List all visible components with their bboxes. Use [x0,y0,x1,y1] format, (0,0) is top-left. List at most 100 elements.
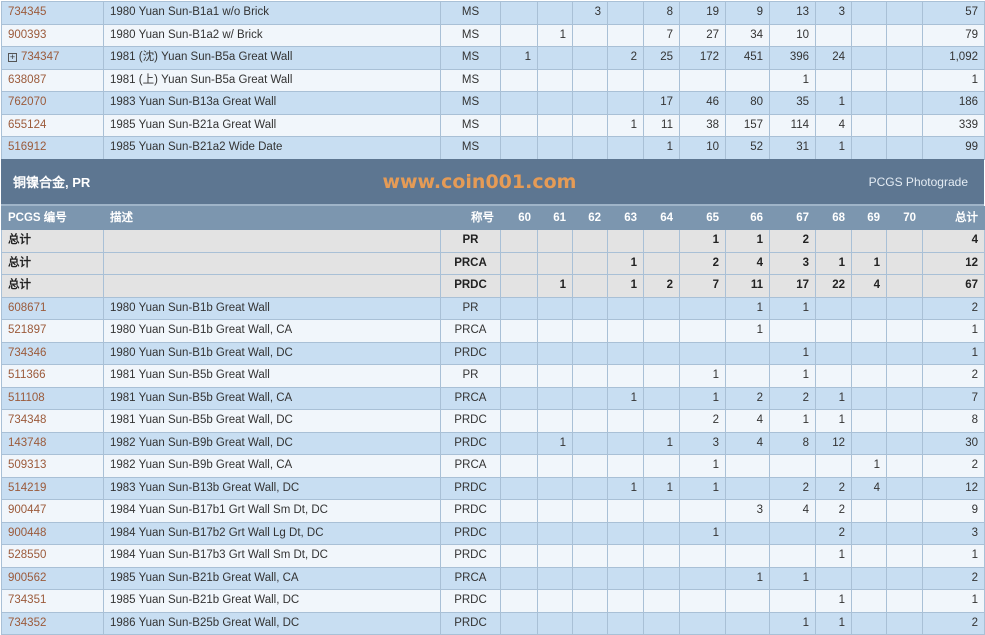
header-grade-70[interactable]: 70 [886,206,923,230]
pcgs-number-link[interactable]: 734352 [1,611,104,635]
row-total: 12 [922,476,985,500]
pcgs-number[interactable]: 521897 [8,324,47,337]
pcgs-number[interactable]: 509313 [8,459,47,472]
count-68 [815,23,852,47]
pcgs-photograde-link[interactable]: PCGS Photograde [868,174,968,189]
count-65 [679,499,726,523]
count-65 [679,319,726,343]
count-68 [815,319,852,343]
pcgs-number-link[interactable]: 734345 [1,1,104,25]
pcgs-number[interactable]: 734351 [8,594,47,607]
pcgs-number[interactable]: 900447 [8,504,47,517]
row-total: 2 [922,454,985,478]
count-69 [851,409,887,433]
count-66 [725,544,770,568]
pcgs-number-link[interactable]: 655124 [1,113,104,137]
pcgs-number[interactable]: 734346 [8,346,47,359]
pcgs-number[interactable]: 762070 [8,96,47,109]
pcgs-number-link[interactable]: +734347 [1,46,104,70]
pcgs-number-link[interactable]: 143748 [1,431,104,455]
description: 1981 Yuan Sun-B5b Great Wall, DC [103,409,441,433]
pcgs-number-link[interactable]: 900393 [1,23,104,47]
pcgs-number-link[interactable]: 734348 [1,409,104,433]
count-64: 2 [643,274,680,298]
count-64: 1 [643,476,680,500]
table-row: 509313 1982 Yuan Sun-B9b Great Wall, CA PR… [1,454,985,478]
header-grade-64[interactable]: 64 [643,206,680,230]
pcgs-number-link[interactable]: 528550 [1,544,104,568]
expand-icon[interactable]: + [8,51,17,62]
description: 1982 Yuan Sun-B9b Great Wall, CA [103,454,441,478]
header-grade-60[interactable]: 60 [500,206,538,230]
pcgs-number-link[interactable]: 514219 [1,476,104,500]
pcgs-number-link[interactable]: 509313 [1,454,104,478]
pcgs-number-link[interactable]: 521897 [1,319,104,343]
pcgs-number[interactable]: 514219 [8,481,47,494]
count-62 [572,364,608,388]
pcgs-number-link[interactable]: 608671 [1,296,104,320]
count-67: 2 [769,229,816,253]
count-66: 4 [725,431,770,455]
pcgs-number[interactable]: 638087 [8,73,47,86]
count-61 [537,46,573,70]
header-grade-66[interactable]: 66 [725,206,770,230]
count-64: 25 [643,46,680,70]
row-total: 8 [922,409,985,433]
pcgs-number[interactable]: 511108 [8,391,45,404]
table-row: 511108 1981 Yuan Sun-B5b Great Wall, CA PR… [1,386,985,410]
pcgs-number[interactable]: 143748 [8,436,47,449]
header-total[interactable]: 总计 [922,206,985,230]
header-grade-61[interactable]: 61 [537,206,573,230]
count-65: 19 [679,1,726,25]
count-67: 3 [769,251,816,275]
pcgs-number-link[interactable]: 762070 [1,91,104,115]
header-grade-65[interactable]: 65 [679,206,726,230]
count-70 [886,566,923,590]
header-grade-68[interactable]: 68 [815,206,852,230]
pcgs-number[interactable]: 516912 [8,141,47,154]
pcgs-number[interactable]: 734348 [8,414,47,427]
pcgs-number-link[interactable]: 511108 [1,386,104,410]
grade-designation: MS [440,1,501,25]
pcgs-number[interactable]: 734347 [21,51,60,64]
header-grade-69[interactable]: 69 [851,206,887,230]
pcgs-number[interactable]: 608671 [8,301,47,314]
pcgs-number[interactable]: 655124 [8,118,47,131]
header-grade[interactable]: 称号 [440,206,501,230]
header-grade-62[interactable]: 62 [572,206,608,230]
count-69 [851,319,887,343]
count-60 [500,229,538,253]
pcgs-number-link[interactable]: 900448 [1,521,104,545]
description [103,251,441,275]
pcgs-number-link[interactable]: 516912 [1,136,104,160]
header-grade-67[interactable]: 67 [769,206,816,230]
pr-table: PCGS 编号 描述 称号 60 61 62 63 64 65 66 67 68 69 70 总计 总计… [1,206,985,635]
count-70 [886,476,923,500]
header-grade-63[interactable]: 63 [607,206,644,230]
pcgs-number-link[interactable]: 734346 [1,341,104,365]
count-66 [725,364,770,388]
pcgs-number[interactable]: 734345 [8,6,47,19]
count-65: 2 [679,251,726,275]
pcgs-number[interactable]: 900393 [8,28,47,41]
count-70 [886,341,923,365]
pcgs-number-link[interactable]: 900562 [1,566,104,590]
count-69 [851,499,887,523]
pcgs-number-link[interactable]: 734351 [1,589,104,613]
count-66 [725,521,770,545]
pcgs-number[interactable]: 734352 [8,616,47,629]
pcgs-number[interactable]: 511366 [8,369,46,382]
count-66 [725,476,770,500]
header-description[interactable]: 描述 [103,206,441,230]
count-65 [679,566,726,590]
header-pcgs-number[interactable]: PCGS 编号 [1,206,104,230]
count-66 [725,68,770,92]
pcgs-number[interactable]: 528550 [8,549,47,562]
pcgs-number-link[interactable]: 638087 [1,68,104,92]
pcgs-number-link[interactable]: 900447 [1,499,104,523]
count-65: 172 [679,46,726,70]
pcgs-number[interactable]: 900562 [8,571,47,584]
pcgs-number-link[interactable]: 511366 [1,364,104,388]
pcgs-number[interactable]: 900448 [8,526,47,539]
count-62 [572,544,608,568]
